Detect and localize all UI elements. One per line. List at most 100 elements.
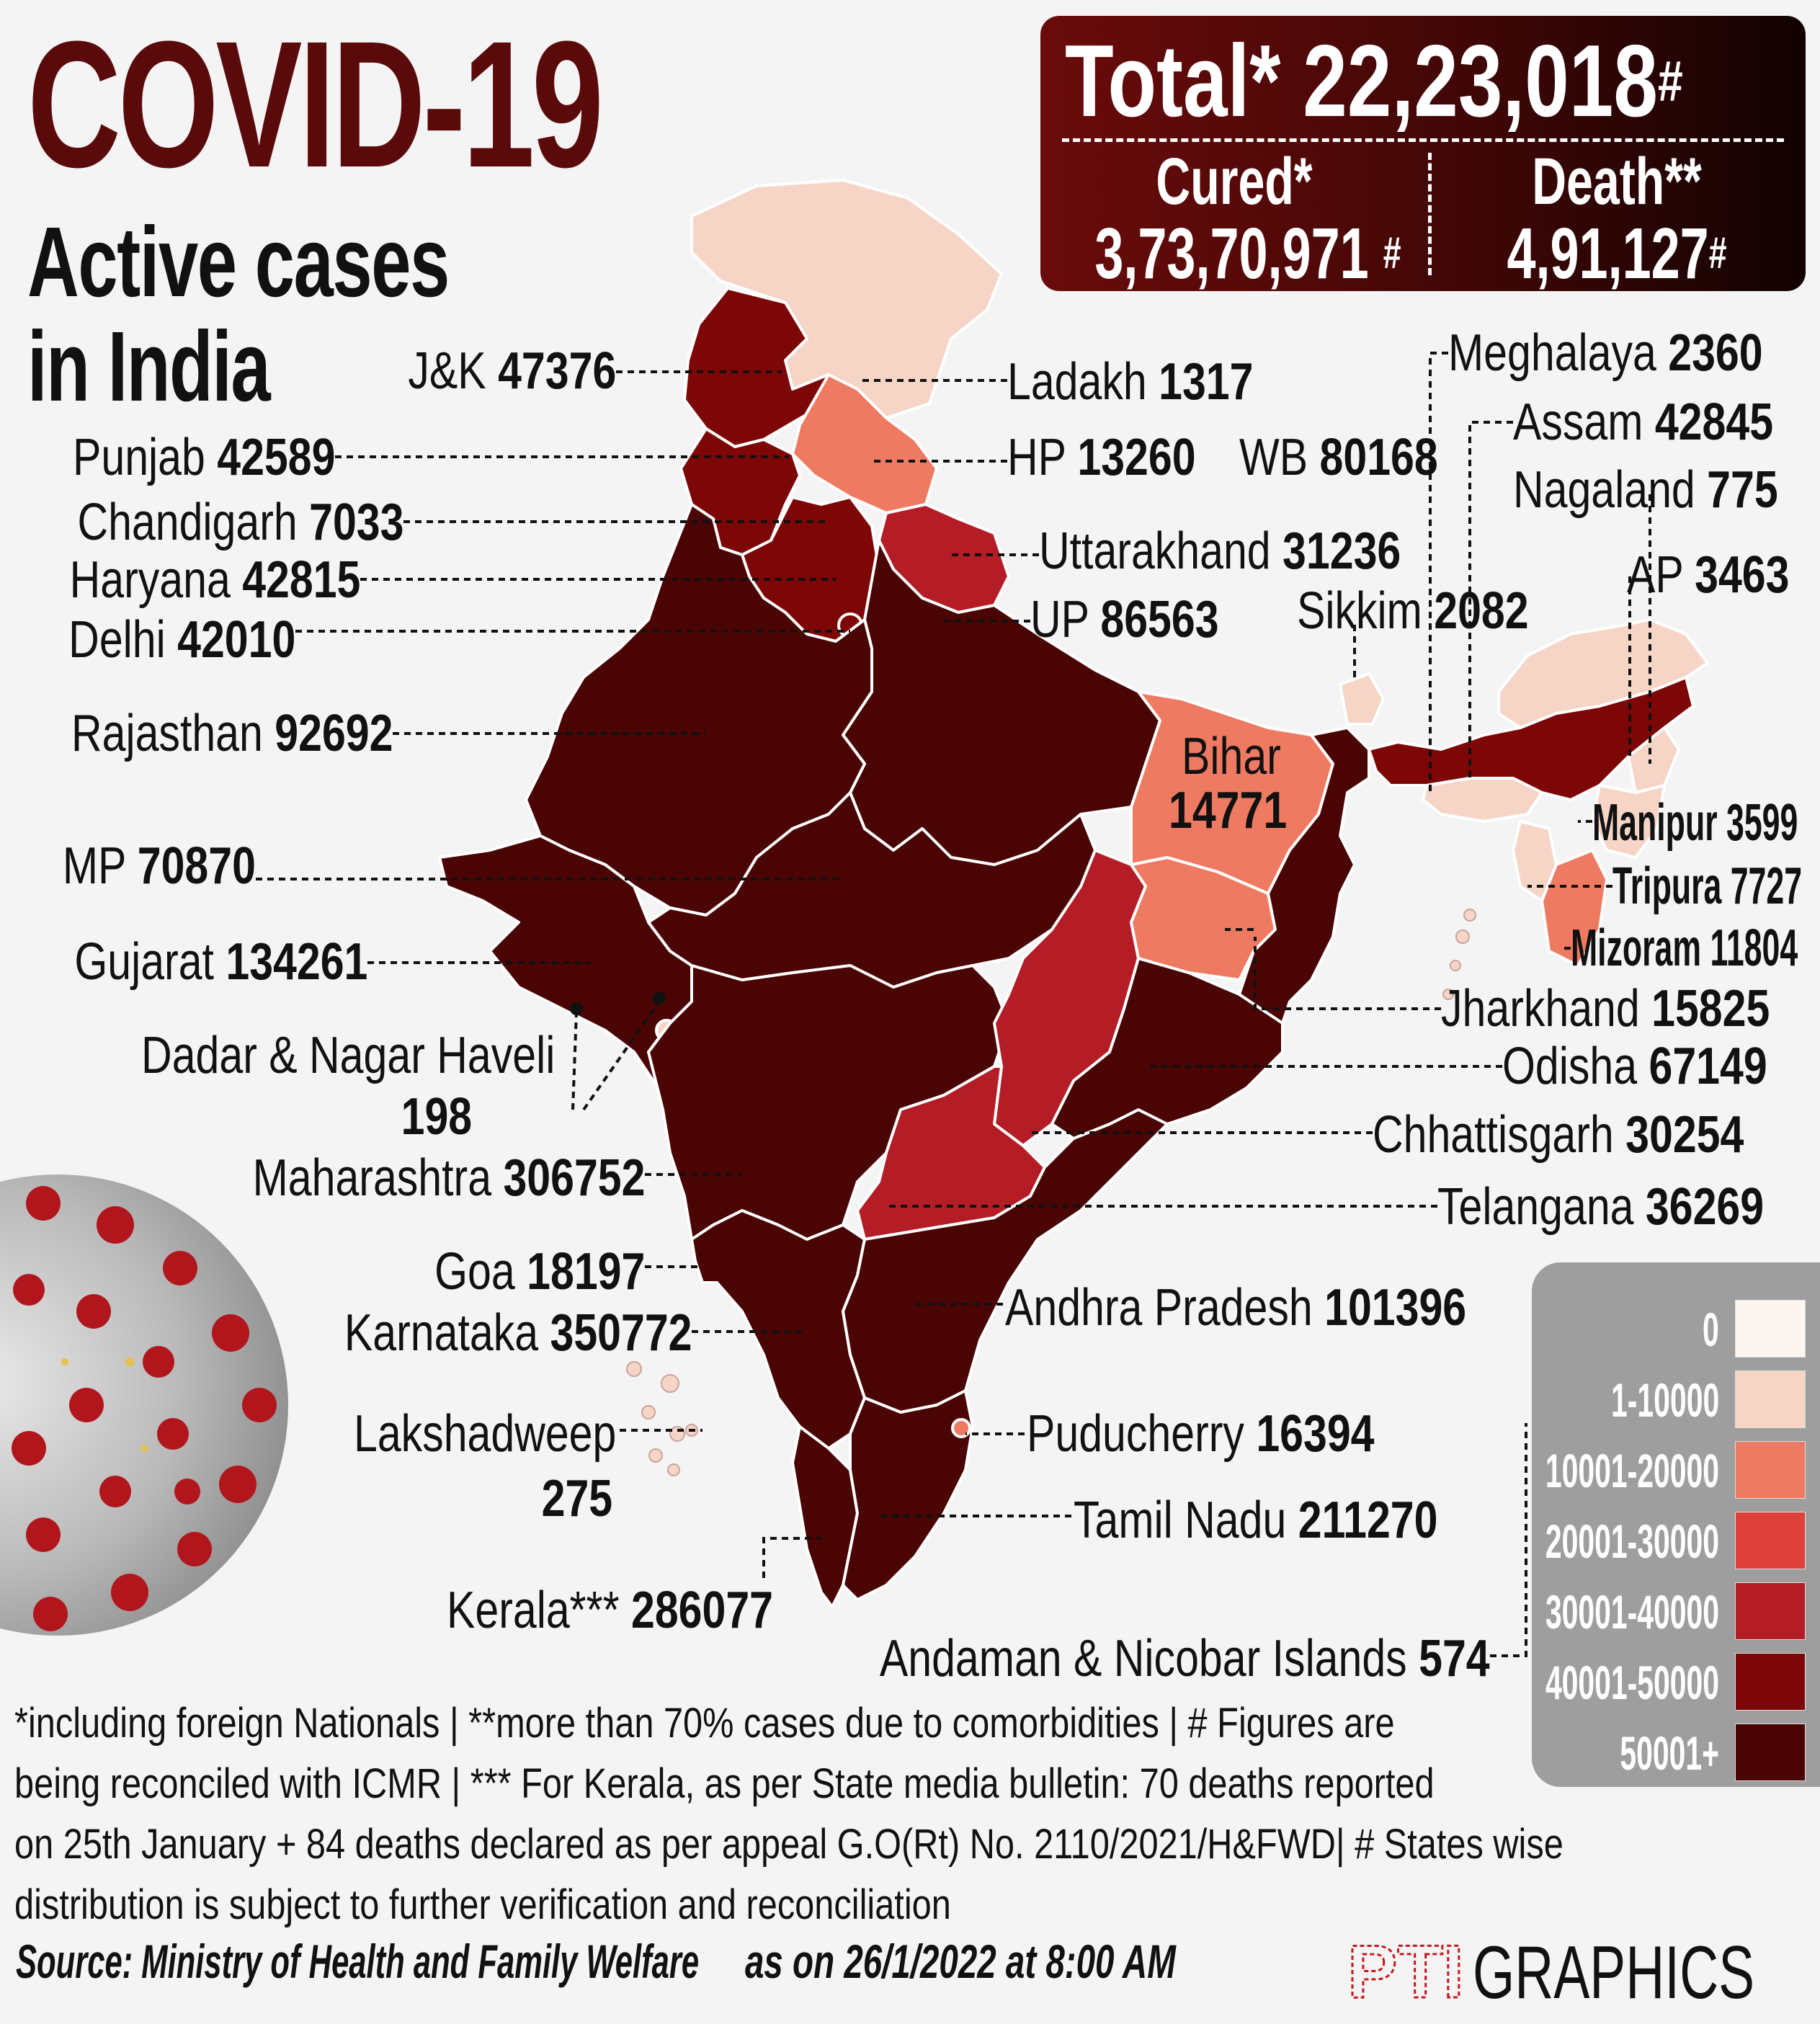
label-ladakh: Ladakh 1317 bbox=[1007, 353, 1253, 411]
cured-figure: 3,73,70,971 # bbox=[1094, 216, 1401, 291]
label-ap_arunachal-value: 3463 bbox=[1695, 546, 1790, 604]
label-assam-name: Assam bbox=[1513, 393, 1643, 451]
label-tripura-name: Tripura bbox=[1612, 857, 1722, 915]
label-gujarat: Gujarat 134261 bbox=[74, 933, 367, 991]
label-puducherry: Puducherry 16394 bbox=[1027, 1405, 1375, 1463]
legend-row: 10001-20000 bbox=[1532, 1441, 1820, 1499]
label-maharashtra: Maharashtra 306752 bbox=[252, 1149, 645, 1207]
label-bihar-name: Bihar bbox=[1182, 728, 1281, 785]
label-telangana-value: 36269 bbox=[1645, 1178, 1765, 1236]
label-ladakh-value: 1317 bbox=[1159, 353, 1254, 411]
label-odisha-name: Odisha bbox=[1502, 1038, 1638, 1095]
label-kerala-value: 286077 bbox=[631, 1582, 774, 1639]
label-haryana: Haryana 42815 bbox=[69, 551, 360, 609]
label-chandigarh-value: 7033 bbox=[308, 494, 403, 551]
island-andaman-3 bbox=[1442, 989, 1454, 1000]
label-hp-value: 13260 bbox=[1077, 429, 1196, 486]
label-jharkhand: Jharkhand 15825 bbox=[1441, 980, 1770, 1038]
label-sikkim-value: 2082 bbox=[1434, 582, 1529, 640]
label-punjab-name: Punjab bbox=[72, 429, 205, 486]
state-ap_arunachal bbox=[1497, 618, 1709, 729]
total-mark: # bbox=[1657, 49, 1683, 113]
label-tamilnadu: Tamil Nadu 211270 bbox=[1074, 1492, 1437, 1549]
label-odisha-value: 67149 bbox=[1649, 1038, 1767, 1095]
label-uttarakhand: Uttarakhand 31236 bbox=[1039, 522, 1401, 580]
island-lakshadweep-1 bbox=[661, 1374, 679, 1393]
label-telangana: Telangana 36269 bbox=[1437, 1178, 1764, 1236]
label-up-name: UP bbox=[1030, 591, 1089, 648]
label-telangana-name: Telangana bbox=[1437, 1178, 1634, 1236]
label-mp-name: MP bbox=[62, 837, 126, 895]
label-kerala-name: Kerala*** bbox=[447, 1582, 620, 1639]
label-mizoram: Mizoram 11804 bbox=[1571, 919, 1798, 977]
label-andaman: Andaman & Nicobar Islands 574 bbox=[880, 1630, 1490, 1688]
label-bihar-value: 14771 bbox=[1169, 782, 1288, 839]
label-ap_arunachal: AP 3463 bbox=[1627, 546, 1789, 604]
legend-label: 50001+ bbox=[1620, 1726, 1719, 1780]
label-puducherry-value: 16394 bbox=[1256, 1405, 1375, 1463]
totals-vertical-divider bbox=[1428, 153, 1432, 275]
label-punjab: Punjab 42589 bbox=[73, 429, 335, 486]
label-sikkim-name: Sikkim bbox=[1297, 582, 1422, 640]
label-chhattisgarh-value: 30254 bbox=[1625, 1106, 1744, 1164]
state-puducherry bbox=[951, 1418, 971, 1438]
leader-dot-0 bbox=[570, 1002, 583, 1015]
footnote-line-2: being reconciled with ICMR | *** For Ker… bbox=[14, 1760, 1435, 1807]
label-manipur: Manipur 3599 bbox=[1592, 794, 1798, 852]
leader-dot-1 bbox=[653, 991, 666, 1004]
island-andaman-2 bbox=[1450, 960, 1461, 971]
label-dnh-value: 198 bbox=[401, 1088, 472, 1146]
label-meghalaya-value: 2360 bbox=[1668, 324, 1763, 382]
footnote-line-1: *including foreign Nationals | **more th… bbox=[14, 1700, 1395, 1747]
pti-logo-text: PTI bbox=[1347, 1931, 1464, 2010]
legend-row: 50001+ bbox=[1532, 1724, 1820, 1781]
label-haryana-value: 42815 bbox=[241, 551, 360, 609]
label-wb-name: WB bbox=[1239, 429, 1308, 486]
total-label: Total* bbox=[1065, 24, 1281, 138]
label-jharkhand-name: Jharkhand bbox=[1441, 980, 1640, 1038]
island-lakshadweep-6 bbox=[667, 1463, 680, 1476]
label-rajasthan-name: Rajasthan bbox=[71, 705, 263, 762]
label-andhra-name: Andhra Pradesh bbox=[1005, 1279, 1313, 1337]
leader-line-assam bbox=[1468, 421, 1513, 778]
leader-line-andaman bbox=[1490, 1423, 1527, 1657]
label-meghalaya-name: Meghalaya bbox=[1448, 324, 1656, 382]
label-up-value: 86563 bbox=[1100, 591, 1219, 648]
state-nagaland bbox=[1627, 726, 1680, 794]
death-value: 4,91,127 bbox=[1507, 213, 1709, 294]
label-ap_arunachal-name: AP bbox=[1627, 546, 1683, 604]
label-andhra: Andhra Pradesh 101396 bbox=[1005, 1279, 1466, 1337]
legend-row: 30001-40000 bbox=[1532, 1582, 1820, 1640]
legend-swatch bbox=[1735, 1582, 1806, 1640]
label-mp-value: 70870 bbox=[137, 837, 256, 895]
legend-swatch bbox=[1735, 1653, 1806, 1711]
label-up: UP 86563 bbox=[1030, 591, 1219, 648]
label-hp-name: HP bbox=[1007, 429, 1066, 486]
state-andhra bbox=[842, 1108, 1169, 1414]
label-puducherry-name: Puducherry bbox=[1027, 1405, 1244, 1463]
label-lakshadweep-name: Lakshadweep bbox=[353, 1405, 616, 1463]
label-nagaland: Nagaland 775 bbox=[1513, 461, 1778, 519]
label-chhattisgarh: Chhattisgarh 30254 bbox=[1373, 1106, 1744, 1164]
label-karnataka-value: 350772 bbox=[549, 1304, 692, 1362]
label-jharkhand-value: 15825 bbox=[1651, 980, 1770, 1038]
label-tamilnadu-value: 211270 bbox=[1298, 1492, 1438, 1549]
leader-line-dnh bbox=[571, 1012, 578, 1110]
label-tripura-value: 7727 bbox=[1730, 857, 1803, 915]
label-dnh-name: Dadar & Nagar Haveli bbox=[140, 1027, 555, 1084]
totals-panel: Total* 22,23,018# Cured* Death** 3,73,70… bbox=[1040, 16, 1806, 291]
label-tamilnadu-name: Tamil Nadu bbox=[1074, 1492, 1287, 1549]
label-uttarakhand-name: Uttarakhand bbox=[1039, 522, 1271, 580]
label-assam-value: 42845 bbox=[1654, 393, 1774, 451]
island-lakshadweep-4 bbox=[648, 1448, 663, 1463]
label-jk-value: 47376 bbox=[497, 342, 616, 400]
island-andaman-0 bbox=[1463, 909, 1476, 922]
label-rajasthan: Rajasthan 92692 bbox=[71, 705, 393, 762]
leader-line-kerala bbox=[762, 1537, 821, 1578]
death-mark: # bbox=[1708, 228, 1727, 278]
source-credit: Source: Ministry of Health and Family We… bbox=[16, 1935, 700, 1988]
footnote-line-4: distribution is subject to further verif… bbox=[14, 1881, 951, 1928]
state-tamilnadu bbox=[842, 1389, 974, 1601]
label-sikkim: Sikkim 2082 bbox=[1297, 582, 1529, 640]
